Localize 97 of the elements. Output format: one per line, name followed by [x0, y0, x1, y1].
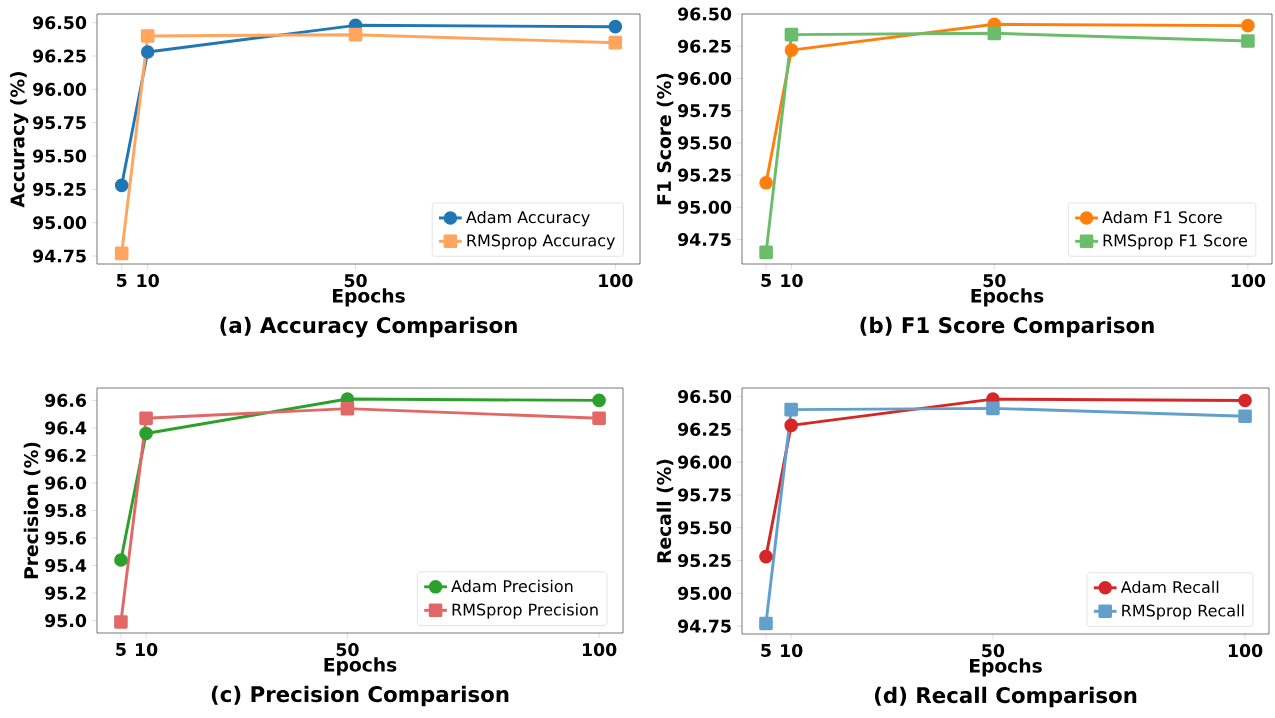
y-tick-label: 95.4 — [45, 559, 87, 573]
y-tick-label: 95.50 — [33, 149, 87, 163]
y-tick-label: 96.4 — [45, 421, 87, 435]
legend-label: Adam F1 Score — [1102, 210, 1222, 224]
point — [784, 402, 798, 417]
point — [784, 418, 798, 433]
point — [784, 43, 799, 57]
y-tick-label: 95.25 — [678, 168, 731, 182]
y-tick-label: 95.2 — [45, 586, 86, 600]
point — [987, 26, 1002, 41]
point — [986, 401, 1000, 416]
text: (b) F1 Score Comparison — [860, 316, 1154, 338]
point — [139, 426, 153, 441]
x-axis-title: Epochs — [971, 288, 1044, 307]
y-tick-label: 96.50 — [33, 16, 87, 30]
point — [759, 176, 773, 190]
y-tick-label: 95.0 — [45, 614, 87, 628]
y-tick-label: 95.00 — [33, 216, 87, 230]
x-tick-label: 5 — [116, 643, 126, 656]
x-axis-title: Epochs — [970, 658, 1042, 677]
y-tick-label: 94.75 — [33, 249, 86, 263]
point — [759, 245, 773, 260]
x-tick-label: 10 — [135, 643, 158, 657]
point — [140, 29, 155, 43]
x-tick-label: 50 — [344, 274, 367, 288]
point — [1238, 393, 1252, 408]
text: (a) Accuracy Comparison — [220, 316, 517, 338]
y-tick-label: 96.2 — [45, 448, 86, 463]
x-tick-label: 100 — [582, 643, 617, 657]
point — [114, 553, 128, 567]
legend-label: RMSprop Recall — [1122, 604, 1244, 620]
legend-label: Adam Recall — [1120, 580, 1219, 594]
y-tick-label: 95.25 — [33, 182, 86, 196]
x-tick-label: 5 — [761, 274, 771, 287]
x-tick-label: 10 — [137, 274, 159, 288]
x-tick-label: 100 — [1231, 274, 1266, 288]
point — [608, 19, 623, 34]
y-tick-label: 96.6 — [45, 393, 87, 407]
y-tick-label: 96.00 — [678, 71, 732, 85]
y-tick-label: 96.50 — [678, 389, 732, 404]
legend-label: Adam Precision — [451, 579, 573, 593]
x-axis-title: Epochs — [333, 288, 405, 307]
point — [608, 35, 623, 50]
x-tick-label: 5 — [761, 644, 771, 657]
y-axis-title: Accuracy (%) — [10, 72, 29, 208]
y-tick-label: 95.75 — [678, 488, 731, 502]
point — [784, 27, 799, 42]
point — [759, 616, 773, 631]
y-tick-label: 95.50 — [678, 521, 732, 535]
y-tick-label: 95.00 — [678, 200, 732, 214]
point — [1238, 409, 1252, 424]
point — [592, 393, 606, 408]
y-tick-label: 95.8 — [45, 503, 86, 518]
x-tick-label: 10 — [781, 644, 803, 658]
y-tick-label: 95.75 — [33, 116, 86, 130]
x-tick-label: 50 — [982, 644, 1005, 658]
y-tick-label: 96.25 — [678, 39, 731, 53]
legend-label: Adam Accuracy — [466, 210, 590, 227]
point — [139, 411, 153, 426]
point — [348, 27, 363, 42]
y-tick-label: 96.00 — [678, 455, 732, 469]
legend-label: RMSprop Accuracy — [467, 234, 616, 250]
text: (c) Precision Comparison — [211, 685, 509, 707]
x-tick-label: 50 — [983, 274, 1006, 288]
x-tick-label: 10 — [781, 274, 803, 288]
point — [340, 401, 355, 416]
y-tick-label: 96.25 — [678, 422, 731, 436]
x-axis-title: Epochs — [324, 657, 397, 676]
point — [114, 246, 129, 261]
x-tick-label: 50 — [336, 643, 359, 657]
y-axis-title: Precision (%) — [23, 442, 41, 579]
text: (d) Recall Comparison — [874, 686, 1137, 708]
y-axis-title: Recall (%) — [656, 459, 674, 563]
legend-label: RMSprop F1 Score — [1103, 234, 1248, 250]
x-tick-label: 5 — [116, 274, 127, 287]
point — [114, 615, 128, 629]
y-tick-label: 95.50 — [678, 136, 732, 150]
point — [1241, 34, 1255, 48]
point — [759, 549, 773, 564]
point — [114, 178, 129, 193]
y-tick-label: 96.25 — [33, 49, 86, 63]
x-tick-label: 100 — [1228, 644, 1263, 658]
point — [592, 411, 606, 426]
point — [140, 45, 155, 59]
y-tick-label: 96.00 — [33, 82, 87, 96]
x-tick-label: 100 — [599, 274, 633, 288]
y-tick-label: 95.6 — [45, 531, 87, 545]
y-axis-title: F1 Score (%) — [656, 73, 674, 205]
y-tick-label: 96.0 — [45, 476, 87, 490]
y-tick-label: 95.25 — [678, 553, 731, 568]
y-tick-label: 95.00 — [678, 586, 732, 600]
y-tick-label: 95.75 — [678, 104, 731, 118]
y-tick-label: 94.75 — [678, 619, 731, 633]
y-tick-label: 96.50 — [678, 7, 732, 21]
y-tick-label: 94.75 — [678, 232, 731, 247]
legend-label: RMSprop Precision — [452, 603, 598, 619]
point — [1241, 18, 1255, 33]
